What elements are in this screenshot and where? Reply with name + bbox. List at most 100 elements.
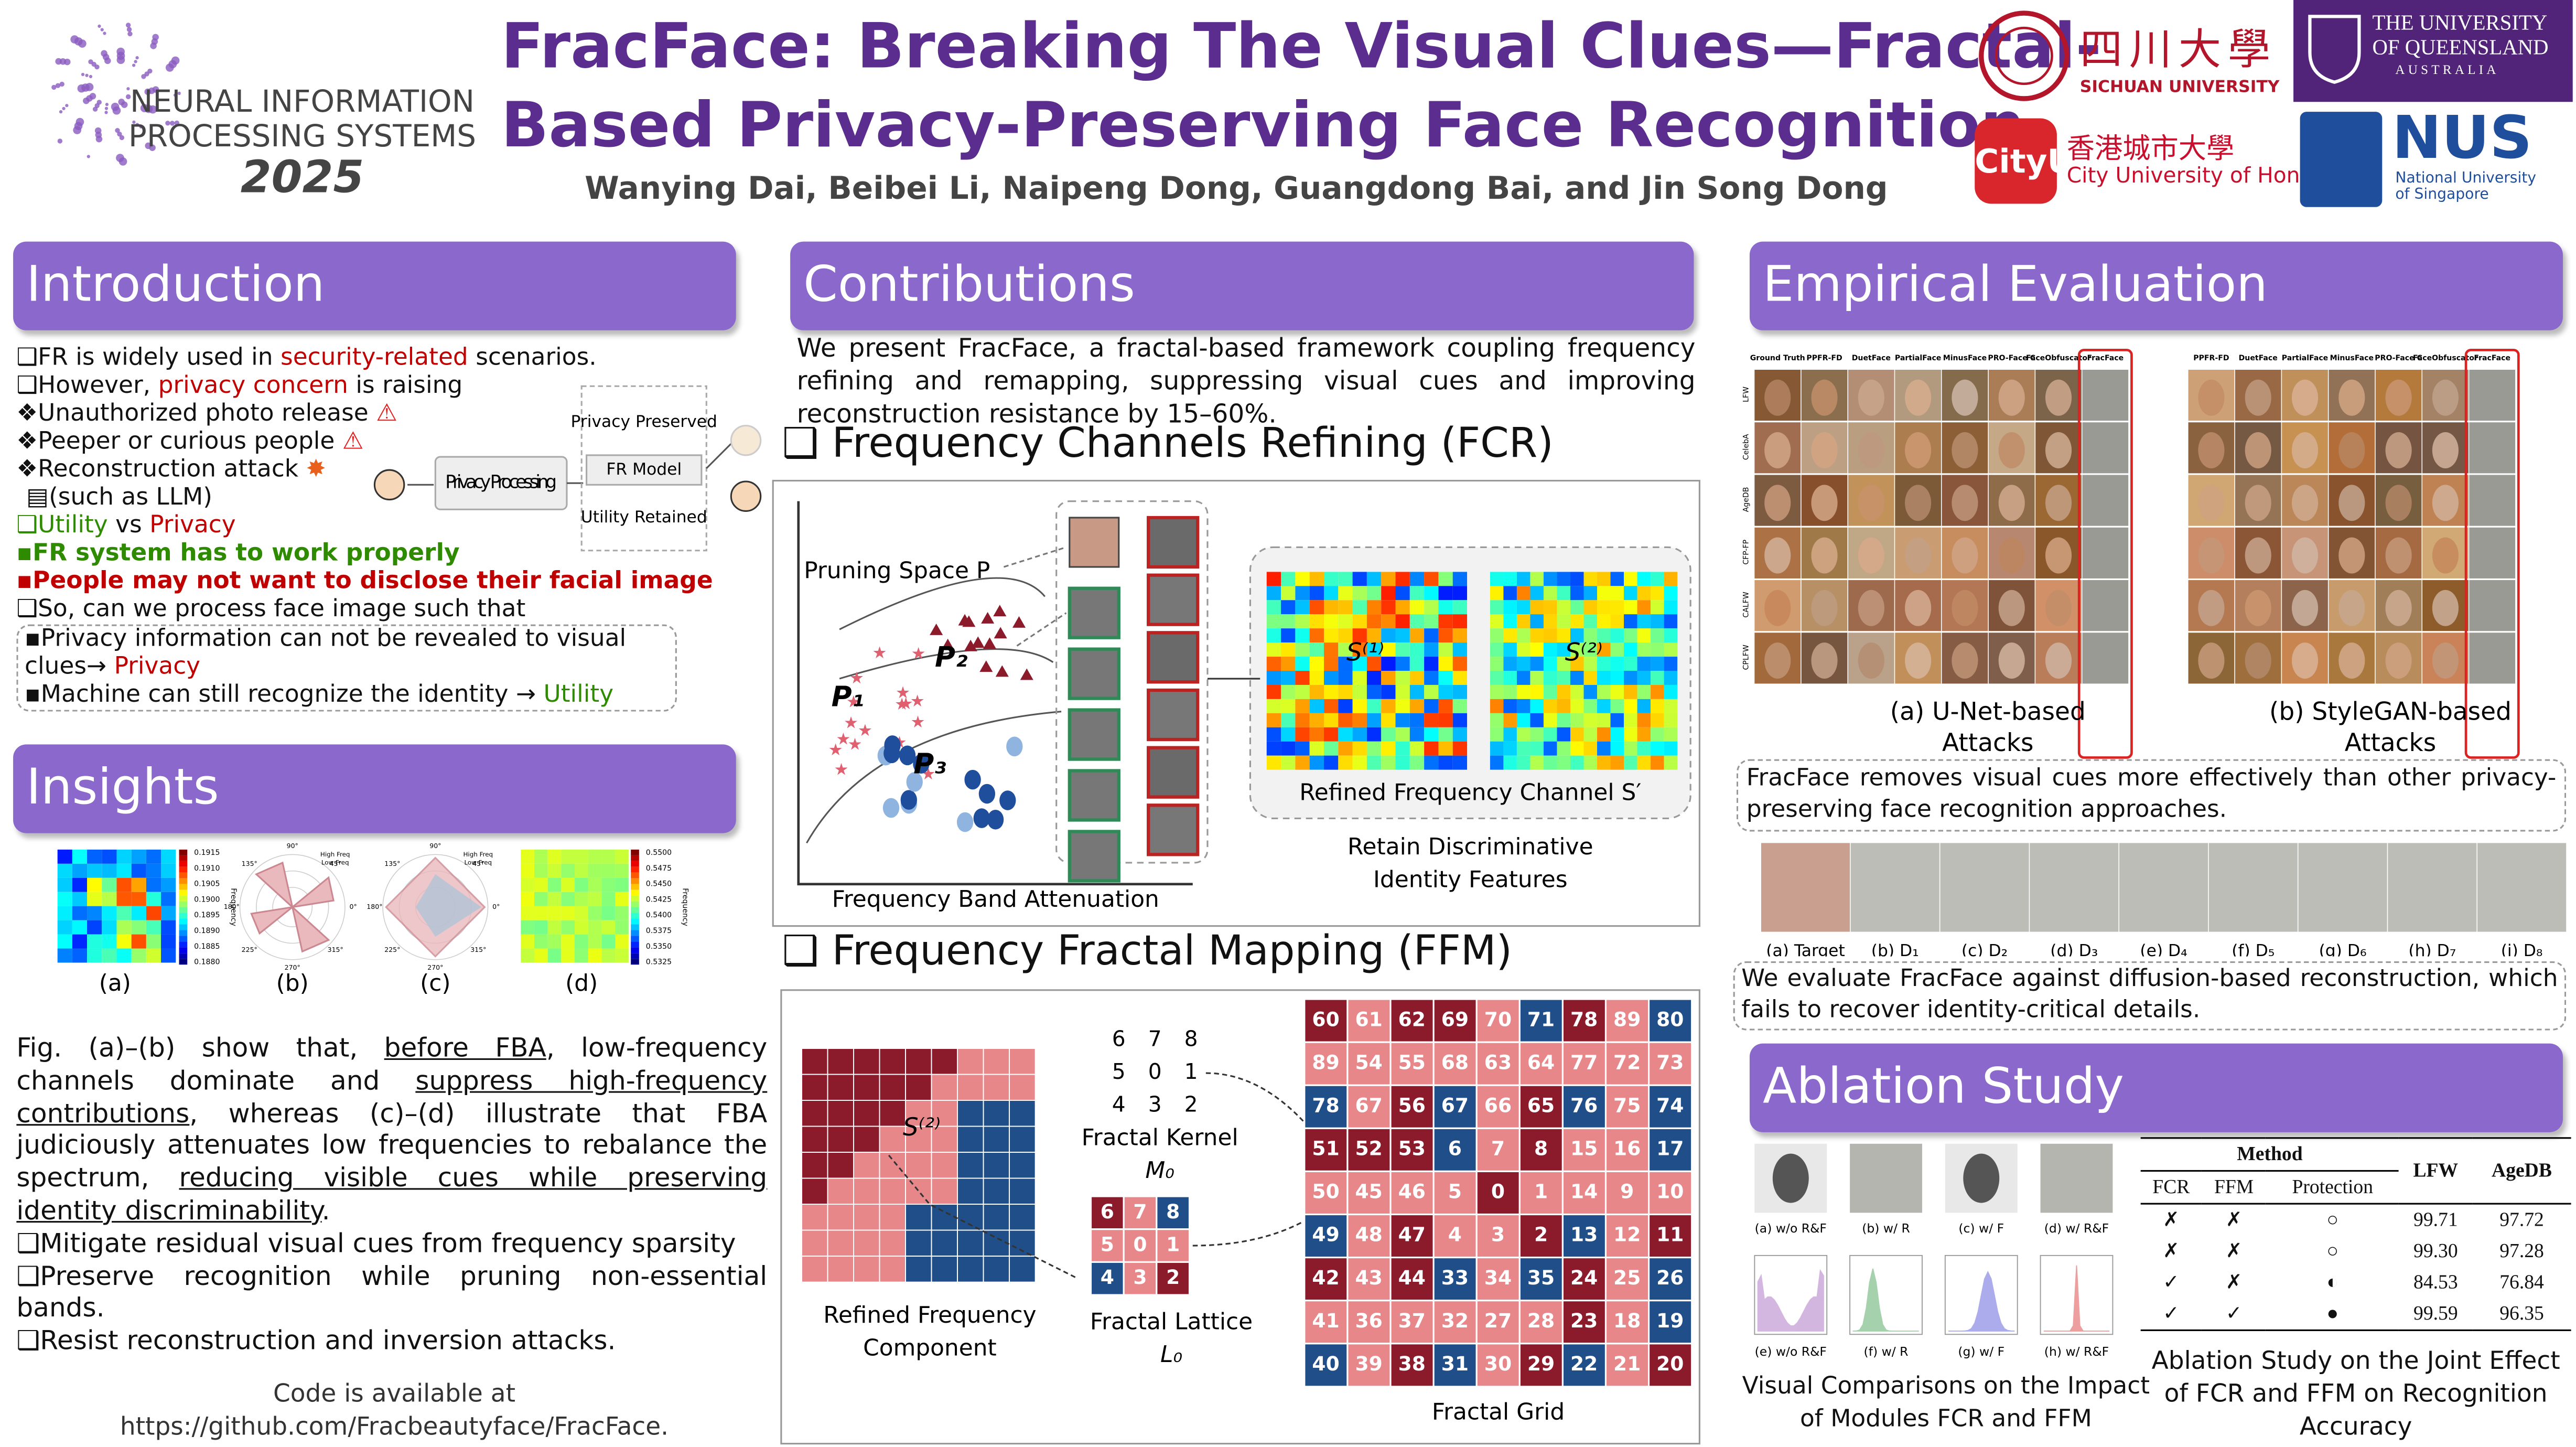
- heatmap-cell: [561, 863, 575, 878]
- heatmap-cell: [1624, 642, 1637, 657]
- grid-cell: [1475, 1084, 1521, 1129]
- heatmap-cell: [1352, 671, 1367, 685]
- heatmap-cell: [1352, 614, 1367, 629]
- component-cell: [931, 1152, 958, 1179]
- heatmap-cell: [161, 906, 176, 920]
- heatmap-cell: [1530, 671, 1544, 685]
- heatmap-cell: [1424, 628, 1439, 643]
- label: Frequency Band Attenuation: [832, 886, 1159, 913]
- colorbar-tick: 0.1885: [194, 942, 220, 951]
- heatmap-cell: [588, 849, 602, 864]
- component-cell: [827, 1204, 855, 1231]
- heatmap-cell: [1610, 671, 1624, 685]
- face-shape: [2338, 485, 2365, 521]
- heatmap-cell: [1543, 586, 1557, 601]
- table-cell: ✓: [2163, 1270, 2180, 1293]
- face-image: [2082, 633, 2129, 684]
- line: ▪People may not want to disclose their f…: [16, 569, 747, 596]
- logo-dot: [59, 81, 64, 87]
- face-shape: [2338, 589, 2365, 626]
- heatmap-cell: [161, 849, 176, 864]
- logo-dot: [126, 27, 132, 32]
- logo-dot: [135, 56, 139, 60]
- panel-label: (b): [276, 970, 309, 996]
- heatmap-cell: [87, 920, 102, 935]
- logo-dot: [51, 84, 57, 90]
- face-shape: [2385, 537, 2412, 574]
- heatmap-cell: [1557, 699, 1570, 713]
- label: Fractal Grid: [1432, 1399, 1565, 1425]
- colorbar-step: [631, 918, 639, 925]
- heatmap-cell: [1583, 671, 1598, 685]
- star: ★: [846, 693, 861, 712]
- heatmap-cell: [1503, 699, 1517, 713]
- heatmap-cell: [547, 849, 562, 864]
- heatmap-cell: [1323, 572, 1339, 586]
- dashed-box: [580, 385, 707, 552]
- face-shape: [1764, 432, 1791, 468]
- logo-dot: [85, 73, 89, 77]
- lattice-value: 4: [1101, 1266, 1114, 1289]
- heatmap-cell: [601, 849, 616, 864]
- heatmap-cell: [1281, 671, 1296, 685]
- component-cell: [957, 1152, 984, 1179]
- colorbar-step: [631, 907, 639, 913]
- face-shape: [1858, 432, 1884, 468]
- component-cell: [1009, 1152, 1036, 1179]
- grid-cell: [1389, 1170, 1435, 1216]
- grid-value: 42: [1312, 1266, 1339, 1289]
- column-header: MinusFace: [1943, 354, 1987, 362]
- heatmap-cell: [1597, 741, 1611, 756]
- heatmap-cell: [1309, 755, 1324, 770]
- heatmap-cell: [1452, 699, 1468, 713]
- label: (e) w/o R&F: [1755, 1344, 1827, 1359]
- table-cell: Protection: [2292, 1175, 2374, 1198]
- component-cell: [827, 1177, 855, 1205]
- heatmap-cell: [1530, 741, 1544, 756]
- path: [2308, 15, 2361, 84]
- heatmap-cell: [1664, 684, 1678, 699]
- point: [987, 810, 1004, 830]
- heatmap-cell: [146, 934, 161, 949]
- heatmap-cell: [1530, 699, 1544, 713]
- grid-cell: [1389, 1300, 1435, 1345]
- heatmap-cell: [1516, 684, 1530, 699]
- component-cell: [983, 1074, 1010, 1101]
- face-shape: [2245, 485, 2271, 521]
- colorbar-tick: 0.1915: [194, 849, 220, 857]
- heatmap-cell: [1637, 727, 1651, 742]
- face-shape: [2338, 432, 2365, 468]
- histogram: [1852, 1268, 1919, 1332]
- colorbar-step: [631, 953, 639, 959]
- lattice-value: 3: [1133, 1266, 1147, 1289]
- heatmap-cell: [1409, 671, 1425, 685]
- heatmap-cell: [561, 849, 575, 864]
- logo-dot: [118, 99, 125, 105]
- component-cell: [879, 1229, 907, 1257]
- heatmap-cell: [1543, 727, 1557, 742]
- heatmap-cell: [534, 906, 548, 920]
- component-cell: [1009, 1100, 1036, 1127]
- heatmap-cell: [1338, 699, 1353, 713]
- colorbar-step: [179, 901, 188, 907]
- heatmap-cell: [1543, 713, 1557, 727]
- colorbar-tick: 0.5350: [646, 942, 672, 951]
- face-shape: [2338, 379, 2365, 416]
- logo-dot: [132, 120, 136, 124]
- grid-value: 25: [1613, 1266, 1641, 1289]
- grid-value: 89: [1312, 1051, 1339, 1074]
- face-shape: [1998, 537, 2025, 574]
- face-shape: [1998, 379, 2025, 416]
- heatmap-cell: [87, 849, 102, 864]
- component-cell: [853, 1100, 880, 1127]
- heatmap-cell: [1266, 727, 1281, 742]
- heatmap-cell: [1597, 572, 1611, 586]
- face-shape: [1811, 589, 1838, 626]
- table-row: Method LFW AgeDB: [2140, 1138, 2571, 1182]
- bullet: ❑Preserve recognition while pruning non-…: [16, 1259, 768, 1323]
- heatmap-cell: [1490, 684, 1504, 699]
- heatmap-cell: [1503, 614, 1517, 629]
- label: Refined Frequency: [823, 1302, 1036, 1328]
- component-cell: [1009, 1048, 1036, 1075]
- text: ❖Unauthorized photo release: [16, 401, 369, 427]
